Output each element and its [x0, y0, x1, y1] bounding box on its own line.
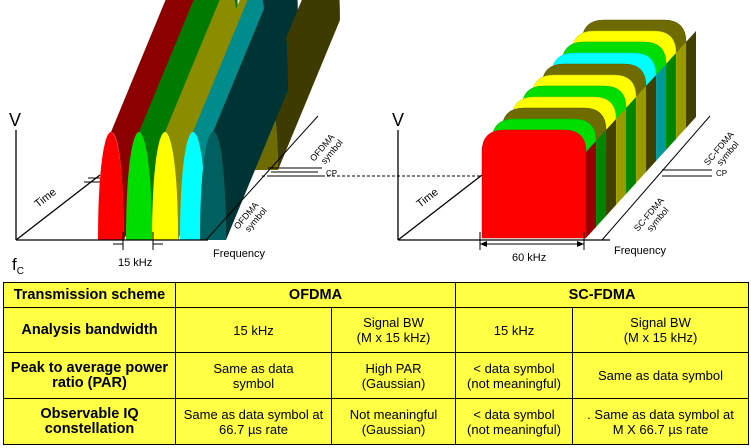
ofdma-v-label: V: [9, 110, 21, 130]
ofdma-symbol-bracket: [205, 177, 263, 241]
table-cell: Signal BW (M x 15 kHz): [572, 307, 750, 353]
table-row: Peak to average power ratio (PAR) Same a…: [3, 351, 750, 400]
table-header-row: Transmission scheme OFDMA SC-FDMA: [3, 281, 750, 309]
bandwidth-label: 60 kHz: [512, 252, 546, 264]
ofdma-subcarrier-peak: [200, 0, 288, 240]
ofdma-frequency-label: Frequency: [213, 248, 265, 260]
scfdma-time-label: Time: [414, 186, 440, 210]
row-label: Analysis bandwidth: [3, 307, 176, 353]
ofdma-cp-label: CP: [326, 169, 337, 178]
comparison-table: Transmission scheme OFDMA SC-FDMA Analys…: [3, 281, 750, 445]
table-cell: < data symbol (not meaningful): [455, 398, 574, 445]
scfdma-cp-label: CP: [716, 169, 727, 178]
table-cell: 15 kHz: [175, 307, 332, 353]
ofdma-diagram: V Time Frequency 15 kHz CP OFDMA symbol …: [9, 0, 345, 277]
scfdma-time-axis: [397, 174, 483, 241]
row-label: Peak to average power ratio (PAR): [3, 351, 176, 400]
bandwidth-arrow-right: [577, 241, 584, 247]
table-cell: High PAR (Gaussian): [330, 351, 457, 400]
scfdma-symbol-bracket: [655, 115, 711, 179]
header-transmission-scheme: Transmission scheme: [3, 281, 176, 309]
header-ofdma: OFDMA: [174, 281, 457, 309]
bandwidth-arrow-left: [480, 241, 487, 247]
table-cell: Not meaningful (Gaussian): [330, 398, 457, 445]
table-cell: . Same as data symbol at M X 66.7 µs rate: [572, 398, 750, 445]
table-cell: Same as data symbol at 66.7 µs rate: [175, 398, 332, 445]
ofdma-subcarrier-peaks: [98, 0, 340, 240]
scfdma-subcarrier-blocks: [481, 19, 696, 239]
ofdma-time-label: Time: [32, 186, 58, 210]
scfdma-diagram: V Time Frequency 60 kHz CP SC-FDMA symbo…: [392, 19, 741, 264]
scfdma-v-label: V: [392, 110, 404, 130]
table-cell: Same as data symbol: [572, 351, 750, 400]
scfdma-symbol-bracket: [601, 177, 657, 241]
ofdma-vs-scfdma-diagram: V Time Frequency 15 kHz CP OFDMA symbol …: [9, 0, 741, 277]
header-scfdma: SC-FDMA: [455, 281, 750, 309]
row-label: Observable IQ constellation: [3, 398, 176, 445]
table-cell: Same as data symbol: [175, 351, 332, 400]
fc-label: fC: [12, 255, 24, 277]
scfdma-block: [481, 129, 596, 239]
table-cell: Signal BW (M x 15 kHz): [330, 307, 457, 353]
table-cell: < data symbol (not meaningful): [455, 351, 574, 400]
table-row: Observable IQ constellation Same as data…: [3, 398, 750, 445]
table-cell: 15 kHz: [455, 307, 574, 353]
scfdma-frequency-label: Frequency: [614, 245, 666, 257]
table-row: Analysis bandwidth 15 kHz Signal BW (M x …: [3, 307, 750, 353]
subcarrier-width-label: 15 kHz: [118, 257, 152, 269]
ofdma-time-axis: [15, 174, 101, 241]
